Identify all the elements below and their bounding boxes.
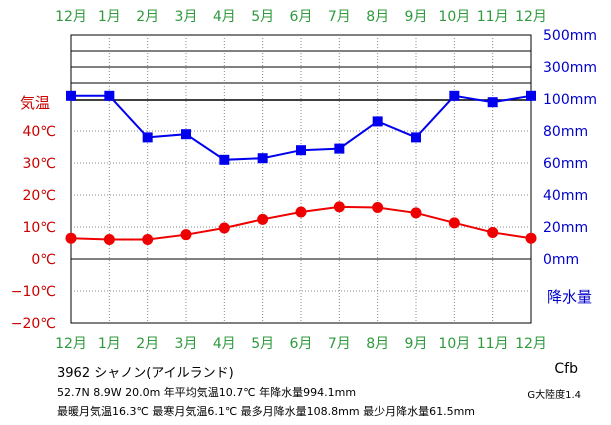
precipitation-point <box>257 153 268 164</box>
month-label-top: 4月 <box>213 9 236 25</box>
temperature-tick-label: 20℃ <box>22 188 56 204</box>
temperature-point <box>372 201 384 213</box>
precipitation-point <box>142 132 153 143</box>
month-label-top: 11月 <box>477 9 509 25</box>
top-month-labels: 12月 1月 2月 3月 4月 5月 6月 7月 8月 9月 10月 11月 12月 <box>55 9 547 25</box>
month-label-bottom: 12月 <box>515 336 547 352</box>
precipitation-point <box>334 143 345 154</box>
temperature-axis-title: 気温 <box>20 94 50 112</box>
precipitation-point <box>372 116 383 127</box>
temperature-tick-label: 0℃ <box>31 252 56 268</box>
climate-class: Cfb <box>554 361 578 377</box>
month-label-bottom: 8月 <box>366 336 389 352</box>
month-label-top: 3月 <box>175 9 198 25</box>
precipitation-axis-ticks: 500mm 300mm 100mm 80mm 60mm 40mm 20mm 0mm <box>543 28 597 268</box>
temperature-point <box>410 207 422 219</box>
month-label-bottom: 12月 <box>55 336 87 352</box>
precipitation-point <box>411 132 421 143</box>
temperature-tick-label: −10℃ <box>11 284 56 300</box>
temperature-tick-label: 10℃ <box>22 220 56 236</box>
month-label-bottom: 6月 <box>290 336 313 352</box>
temperature-tick-label: −20℃ <box>11 316 56 332</box>
month-label-top: 1月 <box>98 9 121 25</box>
precipitation-point <box>449 90 460 101</box>
temperature-tick-label: 30℃ <box>22 156 56 172</box>
precipitation-tick-label: 80mm <box>543 124 588 140</box>
month-label-bottom: 10月 <box>438 336 470 352</box>
precipitation-tick-label: 20mm <box>543 220 588 236</box>
temperature-point <box>180 229 192 241</box>
precipitation-tick-label: 0mm <box>543 252 579 268</box>
precipitation-point <box>219 154 230 165</box>
series-layer <box>65 90 537 245</box>
month-label-bottom: 11月 <box>477 336 509 352</box>
temperature-point <box>333 201 345 213</box>
precipitation-tick-label: 300mm <box>543 60 597 76</box>
precipitation-point <box>181 129 191 140</box>
precipitation-point <box>104 90 115 101</box>
precipitation-point <box>66 90 76 101</box>
month-label-top: 7月 <box>328 9 351 25</box>
station-summary-line-1: 52.7N 8.9W 20.0m 年平均気温10.7℃ 年降水量994.1mm <box>57 386 357 399</box>
month-label-bottom: 5月 <box>251 336 274 352</box>
precipitation-tick-label: 60mm <box>543 156 588 172</box>
month-label-top: 2月 <box>136 9 159 25</box>
chart-grid <box>70 34 532 324</box>
precipitation-tick-label: 500mm <box>543 28 597 44</box>
climate-chart: 12月 1月 2月 3月 4月 5月 6月 7月 8月 9月 10月 11月 12月 12月 1月 2月 3月… <box>11 9 597 352</box>
precipitation-point <box>296 145 306 156</box>
temperature-point <box>295 206 307 218</box>
precipitation-point <box>487 97 498 108</box>
temperature-point <box>448 217 460 229</box>
temperature-point <box>525 232 537 244</box>
month-label-top: 9月 <box>405 9 428 25</box>
month-label-bottom: 4月 <box>213 336 236 352</box>
month-label-bottom: 9月 <box>405 336 428 352</box>
temperature-axis-ticks: 40℃ 30℃ 20℃ 10℃ 0℃ −10℃ −20℃ <box>11 124 56 332</box>
temperature-point <box>257 213 269 225</box>
precipitation-tick-label: 100mm <box>543 92 597 108</box>
month-label-bottom: 3月 <box>175 336 198 352</box>
month-label-top: 12月 <box>55 9 87 25</box>
month-label-bottom: 1月 <box>98 336 121 352</box>
temperature-point <box>142 233 154 245</box>
month-label-top: 8月 <box>366 9 389 25</box>
month-label-top: 6月 <box>290 9 313 25</box>
bottom-month-labels: 12月 1月 2月 3月 4月 5月 6月 7月 8月 9月 10月 11月 12月 <box>55 336 547 352</box>
temperature-point <box>65 232 77 244</box>
month-label-top: 12月 <box>515 9 547 25</box>
temperature-point <box>487 226 499 238</box>
station-name: 3962 シャノン(アイルランド) <box>57 366 234 381</box>
month-label-bottom: 2月 <box>136 336 159 352</box>
station-summary-line-2: 最暖月気温16.3℃ 最寒月気温6.1℃ 最多月降水量108.8mm 最少月降水… <box>57 405 476 418</box>
month-label-top: 10月 <box>438 9 470 25</box>
temperature-tick-label: 40℃ <box>22 124 56 140</box>
precipitation-axis-title: 降水量 <box>547 288 592 306</box>
precipitation-tick-label: 40mm <box>543 188 588 204</box>
month-label-top: 5月 <box>251 9 274 25</box>
continentality-index: G大陸度1.4 <box>527 390 581 401</box>
month-label-bottom: 7月 <box>328 336 351 352</box>
precipitation-point <box>526 90 536 101</box>
temperature-point <box>103 233 115 245</box>
temperature-point <box>218 222 230 234</box>
